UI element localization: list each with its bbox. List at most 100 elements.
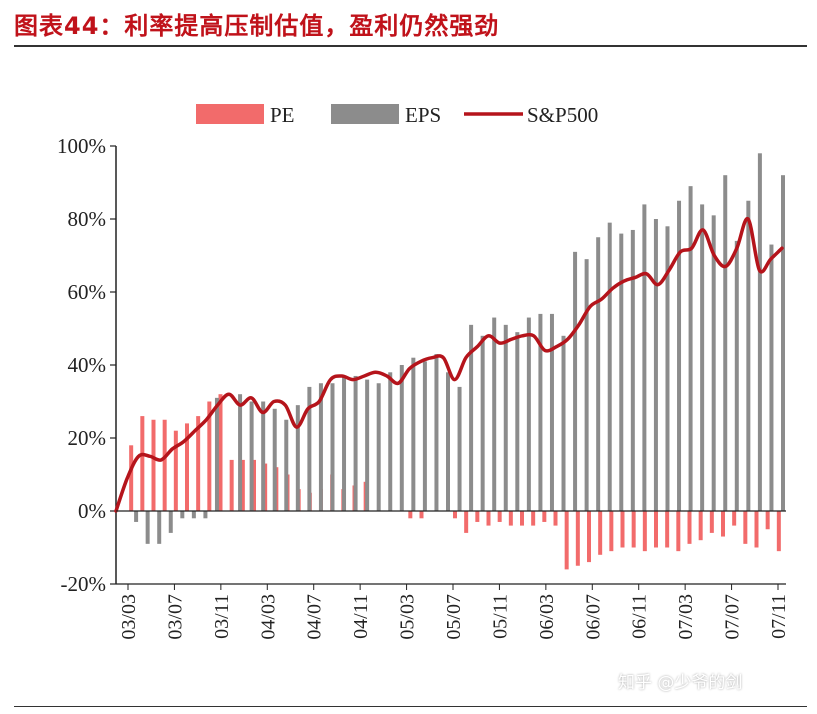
pe-bar (252, 459, 256, 511)
pe-bar (508, 511, 513, 526)
eps-bar (746, 200, 751, 511)
pe-bar (676, 511, 681, 552)
eps-bar (353, 375, 358, 511)
x-tick-label: 05/07 (443, 594, 465, 640)
watermark: 知乎 @少爷的剑 (618, 673, 743, 693)
pe-bar (776, 511, 781, 552)
eps-bar (157, 511, 162, 544)
pe-bar (721, 511, 725, 537)
eps-bar (688, 186, 693, 511)
sp500-line-layer (114, 217, 784, 513)
legend-label-eps: EPS (405, 103, 441, 127)
eps-bar (238, 394, 243, 511)
eps-bar (711, 215, 716, 511)
x-tick-label: 03/03 (118, 594, 140, 640)
eps-bar (665, 226, 670, 512)
pe-bar (564, 511, 569, 570)
pe-bar (162, 419, 167, 511)
eps-bar (134, 511, 139, 522)
pe-bar (240, 459, 245, 511)
pe-bar (475, 511, 480, 522)
y-tick-label: 100% (57, 134, 106, 158)
eps-bar (399, 365, 404, 511)
eps-bar (180, 511, 185, 519)
x-axis: 03/03 03/07 03/11 04/03 04/07 04/11 05/03 05/07… (116, 510, 790, 640)
x-tick-label: 06/07 (582, 594, 604, 640)
eps-bar (295, 405, 300, 511)
eps-bar (330, 383, 335, 511)
x-tick-label: 07/03 (675, 594, 697, 640)
eps-bar (503, 324, 508, 511)
eps-bar (469, 324, 474, 511)
pe-bar (598, 511, 603, 555)
y-tick-label: 20% (68, 426, 107, 450)
eps-bar (677, 200, 682, 511)
eps-bar (434, 354, 439, 511)
pe-bar (173, 430, 178, 511)
x-tick-label: 03/07 (164, 594, 186, 640)
eps-bar (318, 383, 323, 511)
eps-bar (596, 237, 601, 511)
pe-bar (631, 511, 636, 548)
eps-bar (249, 401, 254, 511)
pe-bar (129, 445, 134, 511)
pe-bar (196, 416, 201, 511)
pe-bar (218, 394, 223, 511)
pe-bar (743, 511, 748, 544)
sp500-line (114, 217, 784, 513)
eps-bar (700, 204, 705, 511)
pe-bar (687, 511, 692, 544)
eps-bar (307, 386, 312, 511)
legend: PE EPS S&P500 (196, 103, 598, 127)
x-tick-label: 07/11 (768, 594, 790, 639)
x-tick-label: 04/07 (304, 594, 326, 640)
pe-bar (419, 511, 424, 519)
eps-bar (411, 357, 416, 511)
eps-bar (584, 259, 589, 511)
eps-bar (342, 375, 347, 511)
y-tick-label: -20% (61, 572, 107, 596)
y-tick-label: 40% (68, 353, 107, 377)
eps-bar (573, 251, 578, 511)
pe-bar (620, 511, 625, 548)
chart-title: 图表44：利率提高压制估值，盈利仍然强劲 (14, 12, 500, 40)
x-tick-label: 03/11 (211, 594, 233, 639)
eps-bar (365, 379, 370, 511)
y-axis: -20% 0% 20% 40% 60% 80% 100% (57, 134, 117, 596)
pe-bar (542, 511, 547, 522)
pe-bar (453, 511, 457, 519)
eps-bar (203, 511, 208, 519)
pe-bar (732, 511, 737, 526)
pe-bar (642, 511, 647, 552)
x-tick-label: 07/07 (722, 594, 744, 640)
eps-bar (619, 233, 624, 511)
x-tick-label: 05/03 (397, 594, 419, 640)
legend-label-sp500: S&P500 (527, 103, 598, 127)
pe-bar (553, 511, 558, 526)
eps-bar (734, 240, 739, 511)
eps-bar (284, 419, 289, 511)
bottom-divider (14, 706, 807, 707)
legend-swatch-pe (196, 104, 264, 124)
x-tick-label: 04/11 (350, 594, 372, 639)
eps-bar (446, 372, 450, 511)
y-tick-label: 60% (68, 280, 107, 304)
pe-bar (531, 511, 536, 526)
eps-bar (492, 317, 497, 511)
eps-bar (480, 335, 485, 511)
eps-bar (723, 175, 728, 511)
pe-bar (151, 419, 156, 511)
pe-bar (609, 511, 614, 552)
pe-bar (464, 511, 469, 533)
eps-bar (168, 511, 173, 533)
eps-bar (261, 401, 266, 511)
eps-bar (630, 229, 635, 511)
pe-bar (408, 511, 413, 519)
eps-bar (388, 372, 393, 511)
pe-bar (654, 511, 658, 548)
eps-bar (422, 361, 427, 511)
pe-bar (185, 423, 189, 511)
pe-bar (520, 511, 524, 526)
eps-bar (561, 335, 566, 511)
pe-bar (497, 511, 502, 522)
